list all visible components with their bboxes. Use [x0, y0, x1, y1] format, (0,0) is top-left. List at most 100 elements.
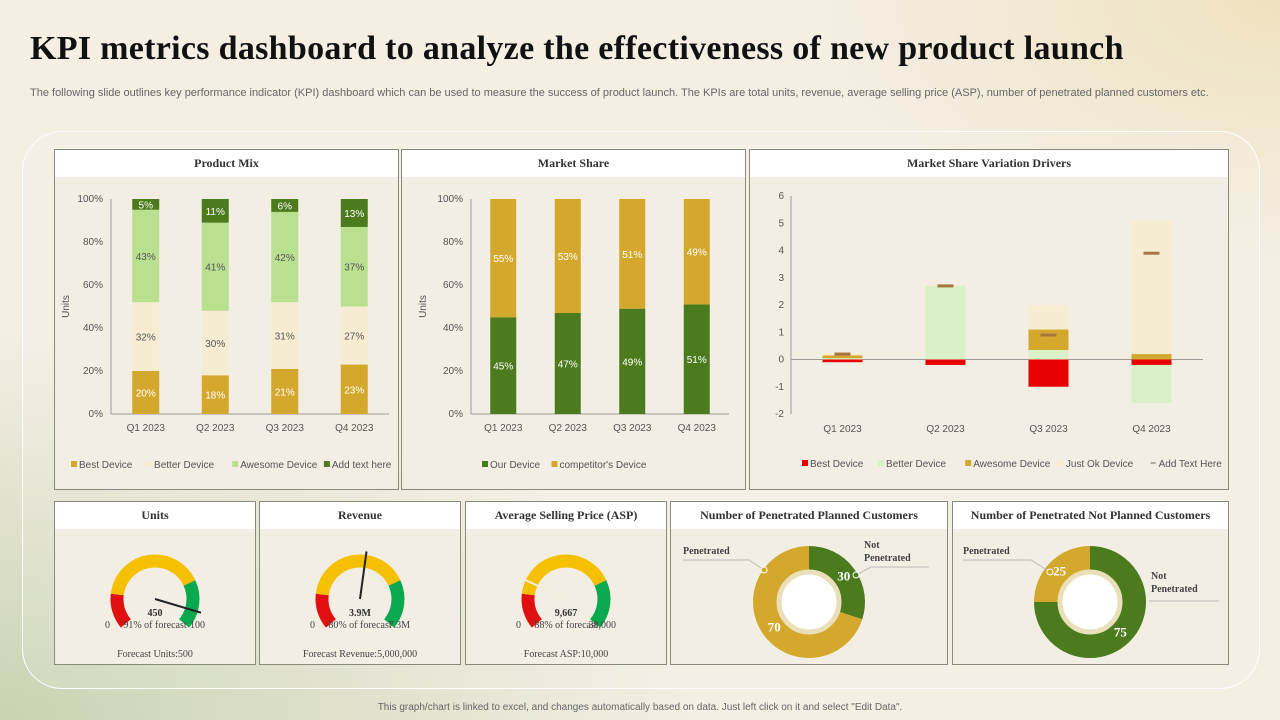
data-label: 45%	[493, 362, 513, 373]
data-label: 21%	[275, 387, 295, 398]
bar-add-text-here	[271, 199, 299, 212]
data-label: 49%	[687, 248, 707, 259]
data-label: 55%	[493, 254, 513, 265]
bar-better-device	[925, 285, 966, 360]
gauge-value: 450	[148, 608, 163, 619]
bar-our-device	[619, 308, 646, 414]
callout-dot	[852, 571, 860, 579]
data-label: 31%	[275, 332, 295, 343]
y-tick-label: 5	[778, 218, 784, 229]
bar-competitor-s-device	[554, 199, 581, 313]
donut-not-penetrated-value: 30	[837, 569, 850, 584]
asp-gauge-panel: Average Selling Price (ASP) 9,667 0 88% of…	[465, 501, 667, 665]
product-mix-chart[interactable]: 0% 20% 40% 60% 80% 100% Units 20% 32% 43% 5% Q1 202…	[55, 150, 398, 489]
units-gauge-title: Units	[55, 502, 255, 529]
planned-customers-donut[interactable]: 30 70 Penetrated Not Penetrated	[671, 502, 947, 664]
gauge-needle	[154, 598, 202, 614]
planned-customers-panel: Number of Penetrated Planned Customers 3…	[670, 501, 948, 665]
legend-label: Just Ok Device	[1066, 459, 1134, 470]
bar-best-device	[822, 359, 863, 363]
variation-chart[interactable]: 6 5 4 3 2 1 0 -1 -2 Q1 2023 Q2 2023 Q3 2023 Q4 2023 B…	[750, 150, 1228, 489]
x-tick-label: Q1 2023	[484, 423, 523, 434]
bar-awesome-device	[340, 226, 368, 307]
y-tick-label: 100%	[437, 194, 463, 205]
donut-not-penetrated-label-line2: Penetrated	[864, 553, 911, 564]
bar-better-device	[822, 358, 863, 360]
x-tick-label: Q1 2023	[823, 424, 862, 435]
bar-better-device	[201, 310, 229, 376]
y-tick-label: 80%	[443, 237, 463, 248]
data-label: 51%	[622, 250, 642, 261]
legend-label: Awesome Device	[973, 459, 1051, 470]
gauge-band	[110, 554, 196, 596]
bar-awesome-device	[822, 355, 863, 359]
y-tick-label: 20%	[443, 366, 463, 377]
donut-penetrated-value: 25	[1053, 564, 1067, 579]
donut-penetrated-label: Penetrated	[963, 546, 1010, 557]
gauge-band	[383, 580, 405, 628]
gauge-band	[110, 593, 132, 628]
x-tick-label: Q3 2023	[613, 423, 652, 434]
bar-best-device	[340, 364, 368, 414]
data-label: 27%	[344, 332, 364, 343]
bar-best-device	[925, 359, 966, 365]
data-label: 49%	[622, 357, 642, 368]
bar-add-text-here	[132, 199, 160, 210]
bar-better-device	[1131, 364, 1172, 404]
data-label: 13%	[344, 209, 364, 220]
data-label: 41%	[205, 263, 225, 274]
data-label: 11%	[206, 207, 225, 218]
callout-line	[683, 559, 765, 571]
y-tick-label: 4	[778, 246, 784, 257]
bar-best-device	[132, 371, 160, 414]
x-tick-label: Q2 2023	[549, 423, 588, 434]
y-tick-label: -1	[775, 382, 784, 393]
x-tick-label: Q3 2023	[266, 423, 305, 434]
legend-swatch-just-ok-device	[1057, 460, 1064, 466]
variation-title: Market Share Variation Drivers	[750, 150, 1228, 177]
data-label: 53%	[558, 252, 578, 263]
gauge-band	[315, 554, 401, 596]
donut-hole	[1057, 569, 1123, 635]
not-planned-customers-donut[interactable]: 75 25 Penetrated Not Penetrated	[953, 502, 1228, 664]
bar-better-device	[340, 306, 368, 365]
y-tick-label: 0%	[89, 409, 104, 420]
y-tick-label: 80%	[83, 237, 103, 248]
gauge-forecast: Forecast Units:500	[117, 649, 193, 660]
donut-penetrated-value: 70	[768, 619, 781, 634]
donut-not-penetrated-label-line2: Penetrated	[1151, 584, 1198, 595]
y-tick-label: 6	[778, 191, 784, 202]
revenue-gauge-title: Revenue	[260, 502, 460, 529]
bar-better-device	[132, 302, 160, 371]
bar-just-ok-device	[1131, 220, 1172, 355]
gauge-band	[315, 593, 337, 628]
y-tick-label: -2	[775, 409, 784, 420]
x-tick-label: Q4 2023	[1132, 424, 1171, 435]
bar-add-text-here	[340, 199, 368, 227]
legend-swatch-best-device	[71, 461, 77, 467]
gauge-band	[521, 554, 607, 596]
gauge-min: 0	[310, 620, 315, 631]
gauge-percent: 91% of forecast	[123, 620, 187, 631]
data-label: 32%	[136, 333, 156, 344]
donut-penetrated-slice	[753, 546, 863, 658]
legend-swatch-our-device	[482, 461, 488, 467]
bar-competitor-s-device	[619, 199, 646, 309]
y-tick-label: 1	[778, 327, 784, 338]
legend-label: Add Text Here	[1159, 459, 1223, 470]
variation-panel: Market Share Variation Drivers 6 5 4 3 2 1 0 -1…	[749, 149, 1229, 490]
market-share-chart[interactable]: 0% 20% 40% 60% 80% 100% Units 45% 55% Q1 2023 47% 5…	[402, 150, 745, 489]
units-gauge[interactable]: 450 0 91% of forecast 100 Forecast Units:500	[55, 502, 255, 664]
bar-best-device	[201, 375, 229, 414]
data-label: 5%	[139, 200, 154, 211]
x-tick-label: Q4 2023	[678, 423, 717, 434]
bar-awesome-device	[1131, 354, 1172, 360]
legend-label: Best Device	[810, 459, 864, 470]
y-tick-label: 40%	[443, 323, 463, 334]
donut-hole	[776, 569, 842, 635]
x-tick-label: Q3 2023	[1029, 424, 1068, 435]
donut-penetrated-slice	[1034, 546, 1091, 603]
callout-line	[963, 559, 1051, 573]
